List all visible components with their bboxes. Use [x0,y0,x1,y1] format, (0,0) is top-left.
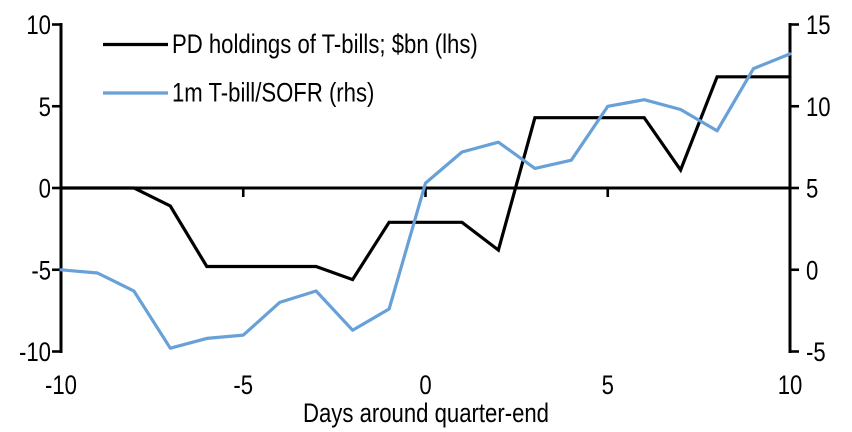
x-axis-title: Days around quarter-end [303,399,549,429]
right-axis-tick-label: 0 [806,256,818,286]
legend-label-tbill-sofr: 1m T-bill/SOFR (rhs) [172,79,374,109]
left-axis-tick-label: -10 [19,338,51,368]
x-axis-tick-label: 10 [778,371,803,401]
left-axis-tick-label: 0 [39,175,51,205]
x-axis-tick-label: 5 [602,371,614,401]
left-axis-tick-label: -5 [31,256,51,286]
right-axis-tick-label: 5 [806,175,818,205]
series-line-pd-holdings [59,75,792,282]
right-axis-tick-label: -5 [806,338,826,368]
series-layer [59,52,792,350]
x-axis-tick-label: -10 [45,371,77,401]
left-axis-tick-label: 10 [26,11,51,41]
right-axis-tick-label: 15 [806,11,831,41]
axes-layer: 10 5 0 -5 -10 15 10 5 0 -5 -10 -5 0 5 10 [19,11,831,401]
x-axis-tick-label: -5 [233,371,253,401]
legend-label-pd-holdings: PD holdings of T-bills; $bn (lhs) [172,30,478,60]
series-line-tbill-sofr [59,52,792,350]
legend: PD holdings of T-bills; $bn (lhs) 1m T-b… [103,30,478,108]
right-axis-tick-label: 10 [806,93,831,123]
left-axis-tick-label: 5 [39,93,51,123]
x-axis-tick-label: 0 [419,371,431,401]
